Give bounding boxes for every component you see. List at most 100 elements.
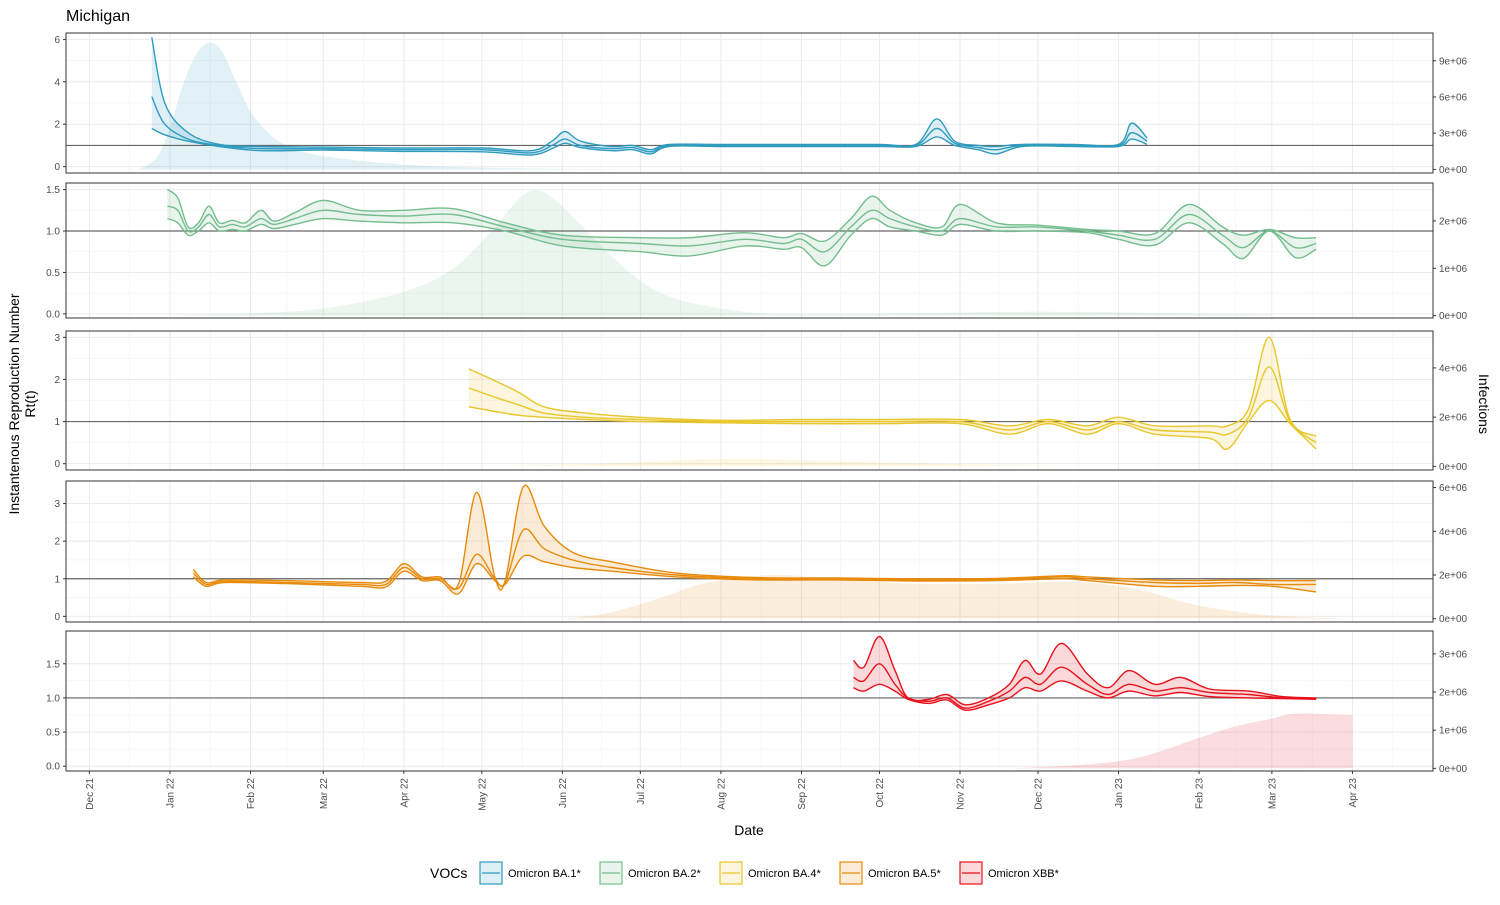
y2-tick-label: 2e+06 xyxy=(1439,688,1468,699)
x-tick-label: Dec 22 xyxy=(1034,778,1045,810)
y2-tick-label: 0e+00 xyxy=(1439,165,1468,176)
infections-area xyxy=(1009,713,1353,769)
x-axis: Dec 21 Jan 22 Feb 22 Mar 22 Apr 22 May 22 Jun … xyxy=(85,771,1359,811)
x-tick-label: Sep 22 xyxy=(797,778,808,810)
x-tick-label: Oct 22 xyxy=(875,778,886,808)
rt-median-line xyxy=(468,366,1317,444)
legend-label: Omicron BA.4* xyxy=(748,868,821,880)
secondary-y-axis-label: Infections xyxy=(1476,374,1492,434)
y-tick-label: 0.5 xyxy=(46,268,60,279)
y2-tick-label: 3e+06 xyxy=(1439,649,1468,660)
y2-tick-label: 0e+00 xyxy=(1439,462,1468,473)
x-tick-label: Apr 23 xyxy=(1348,778,1359,808)
x-tick-label: Aug 22 xyxy=(716,778,727,810)
y-tick-label: 0 xyxy=(54,162,60,173)
legend-label: Omicron BA.2* xyxy=(628,868,701,880)
y-tick-label: 0.0 xyxy=(46,309,60,320)
panel-border xyxy=(65,480,1434,623)
y-tick-label: 1.0 xyxy=(46,693,60,704)
legend-label: Omicron XBB* xyxy=(988,868,1060,880)
y-tick-label: 0 xyxy=(54,612,60,623)
legend: VOCs Omicron BA.1* Omicron BA.2* Omicron B… xyxy=(430,861,1060,885)
legend-item: Omicron BA.1* xyxy=(479,861,581,885)
x-tick-label: Feb 23 xyxy=(1195,778,1206,810)
y-tick-label: 2 xyxy=(54,537,60,548)
rt-lower-line xyxy=(151,127,1148,156)
x-tick-label: Jan 22 xyxy=(166,778,177,808)
rt-median-line xyxy=(853,663,1317,709)
rt-median-line xyxy=(167,205,1317,253)
y-tick-label: 1 xyxy=(54,417,60,428)
y2-tick-label: 0e+00 xyxy=(1439,311,1468,322)
rt-lower-line xyxy=(853,680,1317,711)
x-tick-label: May 22 xyxy=(477,778,488,811)
facet-panel: 0.0 0.5 1.0 1.5 0e+00 1e+06 2e+06 xyxy=(46,182,1468,322)
y-axis-label-line2: Rt(t) xyxy=(22,390,38,417)
chart-title: Michigan xyxy=(66,8,130,25)
x-axis-label: Date xyxy=(734,822,764,838)
y-tick-label: 4 xyxy=(54,77,60,88)
y-tick-label: 0.0 xyxy=(46,762,60,773)
y-tick-label: 0 xyxy=(54,459,60,470)
rt-credible-ribbon xyxy=(151,37,1148,156)
y2-tick-label: 4e+06 xyxy=(1439,527,1468,538)
x-tick-label: Jul 22 xyxy=(636,778,647,805)
panel-border xyxy=(65,630,1434,772)
rt-upper-line xyxy=(468,336,1317,437)
y2-tick-label: 2e+06 xyxy=(1439,571,1468,582)
y-tick-label: 1.0 xyxy=(46,227,60,238)
rt-upper-line xyxy=(151,37,1148,152)
rt-upper-line xyxy=(166,189,1317,243)
rt-lower-line xyxy=(192,554,1317,595)
facet-panel: 0 1 2 3 0e+00 2e+06 4e+06 xyxy=(54,330,1468,473)
rt-credible-ribbon xyxy=(468,337,1317,450)
y2-tick-label: 1e+06 xyxy=(1439,726,1468,737)
y2-tick-label: 2e+06 xyxy=(1439,413,1468,424)
facet-panel: 0 2 4 6 0e+00 3e+06 6e+06 9e+06 xyxy=(54,32,1468,176)
legend-label: Omicron BA.5* xyxy=(868,868,941,880)
y2-tick-label: 9e+06 xyxy=(1439,56,1468,67)
y-tick-label: 0.5 xyxy=(46,728,60,739)
x-tick-label: Dec 21 xyxy=(85,778,96,810)
y-tick-label: 1 xyxy=(54,574,60,585)
rt-median-line xyxy=(192,528,1317,590)
y-axis-label-line1: Instantenous Reproduction Number xyxy=(6,293,22,514)
x-tick-label: Jan 23 xyxy=(1114,778,1125,808)
y-tick-label: 3 xyxy=(54,333,60,344)
y2-tick-label: 0e+00 xyxy=(1439,614,1468,625)
infections-area xyxy=(481,458,1119,467)
infections-area xyxy=(562,574,1353,619)
y-tick-label: 6 xyxy=(54,35,60,46)
rt-upper-line xyxy=(853,635,1317,706)
legend-item: Omicron XBB* xyxy=(959,861,1060,885)
x-tick-label: Mar 22 xyxy=(319,778,330,810)
rt-upper-line xyxy=(192,484,1317,591)
y2-tick-label: 6e+06 xyxy=(1439,483,1468,494)
x-tick-label: Apr 22 xyxy=(399,778,410,808)
x-tick-label: Mar 23 xyxy=(1267,778,1278,810)
rt-credible-ribbon xyxy=(193,485,1317,595)
legend-item: Omicron BA.4* xyxy=(719,861,821,885)
y-tick-label: 1.5 xyxy=(46,185,60,196)
facet-panel: 0.0 0.5 1.0 1.5 0e+00 1e+06 2e+06 3e+06 xyxy=(46,630,1468,775)
rt-lower-line xyxy=(167,217,1317,267)
x-tick-label: Jun 22 xyxy=(558,778,569,808)
y2-tick-label: 6e+06 xyxy=(1439,92,1468,103)
x-tick-label: Nov 22 xyxy=(956,778,967,810)
infections-area xyxy=(138,42,641,170)
legend-title: VOCs xyxy=(430,865,467,881)
legend-label: Omicron BA.1* xyxy=(508,868,581,880)
facet-panels: 0 2 4 6 0e+00 3e+06 6e+06 9e+06 0.0 0.5 1.0 1.5 0e+0… xyxy=(46,32,1468,775)
y-tick-label: 2 xyxy=(54,120,60,131)
facet-panel: 0 1 2 3 0e+00 2e+06 4e+06 6e+06 xyxy=(54,480,1468,625)
panel-border xyxy=(65,182,1434,319)
rt-credible-ribbon xyxy=(167,189,1317,266)
x-tick-label: Feb 22 xyxy=(246,778,257,810)
y2-tick-label: 0e+00 xyxy=(1439,764,1468,775)
infections-area xyxy=(170,190,1272,316)
panel-border xyxy=(65,330,1434,471)
legend-item: Omicron BA.2* xyxy=(599,861,701,885)
panel-border xyxy=(65,32,1434,174)
